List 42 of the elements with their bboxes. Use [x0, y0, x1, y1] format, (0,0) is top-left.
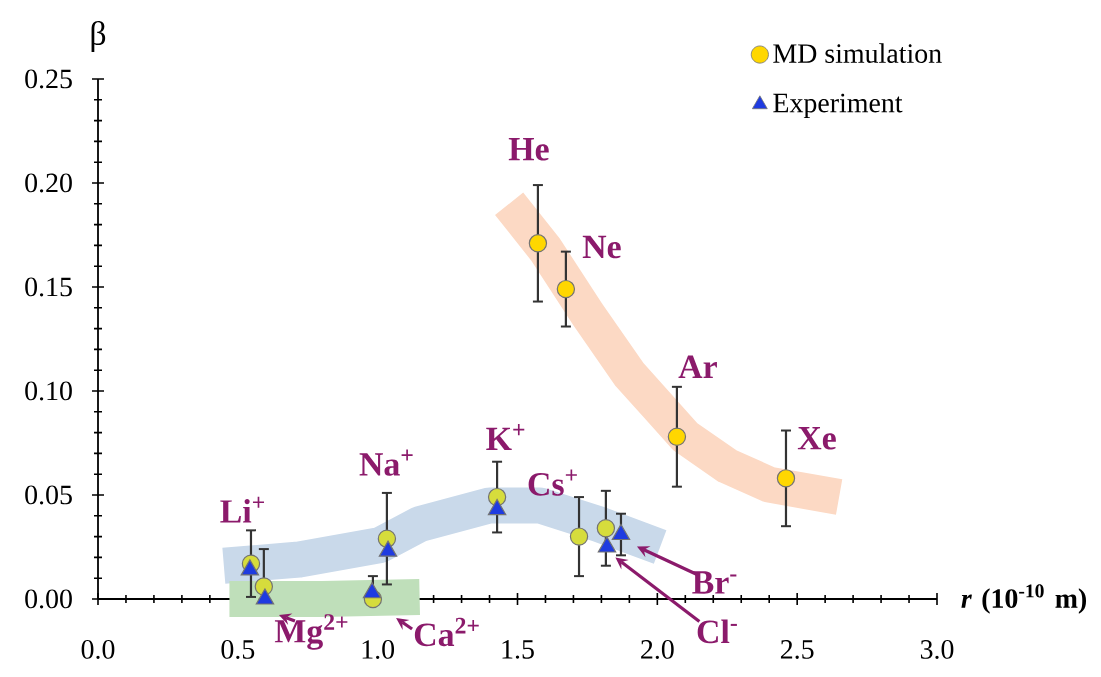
annotation: Mg$^{2+}$	[274, 614, 348, 650]
legend-label: Experiment	[773, 93, 903, 119]
annotation: He	[508, 138, 549, 161]
y-tick-label: 0.05	[25, 485, 72, 505]
annotation: Br$^{-}$	[692, 571, 737, 594]
x-tick-label: 2.5	[780, 640, 814, 659]
y-tick-label: 0.00	[25, 589, 72, 609]
annotation: Ne	[582, 235, 621, 259]
point	[569, 527, 589, 546]
x-axis-title: r (10$^{-10}$ m)	[961, 584, 1087, 614]
y-tick-label: 0.20	[25, 173, 72, 193]
annotation: Ar	[678, 355, 717, 378]
point	[596, 519, 616, 538]
point	[611, 523, 631, 541]
x-tick-label: 3.0	[920, 640, 954, 659]
annotation: Cs$^{+}$	[528, 469, 577, 496]
annotation: Li$^{+}$	[220, 496, 265, 523]
point	[556, 279, 576, 299]
x-tick-label: 0.0	[81, 640, 115, 659]
y-tick-label: 0.15	[25, 277, 72, 297]
legend-label: MD simulation	[773, 43, 942, 63]
annotation: Na$^{+}$	[359, 449, 413, 476]
annotation: Ca$^{2+}$	[414, 617, 479, 647]
point	[597, 536, 617, 553]
point	[362, 582, 382, 599]
x-tick-label: 2.0	[641, 640, 674, 659]
point	[487, 498, 507, 516]
point	[776, 469, 796, 488]
y-tick-label: 0.10	[25, 381, 72, 401]
point	[378, 540, 398, 557]
y-axis-title: β	[91, 20, 106, 52]
point	[528, 234, 548, 253]
annotation: Cl$^{-}$	[697, 619, 737, 644]
point	[240, 559, 260, 576]
point	[255, 588, 275, 605]
x-tick-label: 1.5	[502, 640, 534, 659]
x-tick-label: 1.0	[362, 640, 395, 659]
annotation: K$^{+}$	[486, 424, 525, 451]
y-tick-label: 0.25	[25, 69, 72, 89]
point	[667, 427, 687, 446]
annotation: Xe	[797, 427, 836, 450]
x-tick-label: 0.5	[221, 640, 255, 659]
